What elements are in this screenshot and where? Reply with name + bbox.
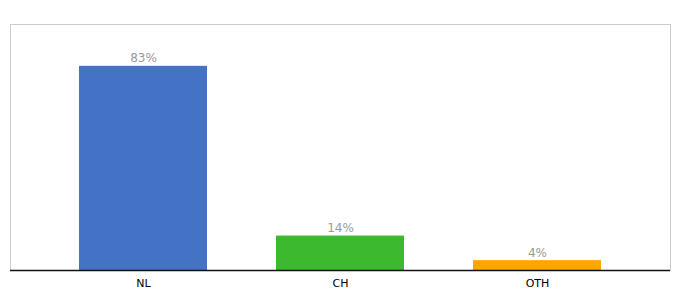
- svg-text:14%: 14%: [327, 221, 354, 235]
- svg-text:OTH: OTH: [526, 277, 550, 290]
- svg-text:4%: 4%: [528, 246, 547, 260]
- svg-text:CH: CH: [333, 277, 349, 290]
- svg-text:NL: NL: [136, 277, 151, 290]
- svg-text:83%: 83%: [130, 51, 157, 65]
